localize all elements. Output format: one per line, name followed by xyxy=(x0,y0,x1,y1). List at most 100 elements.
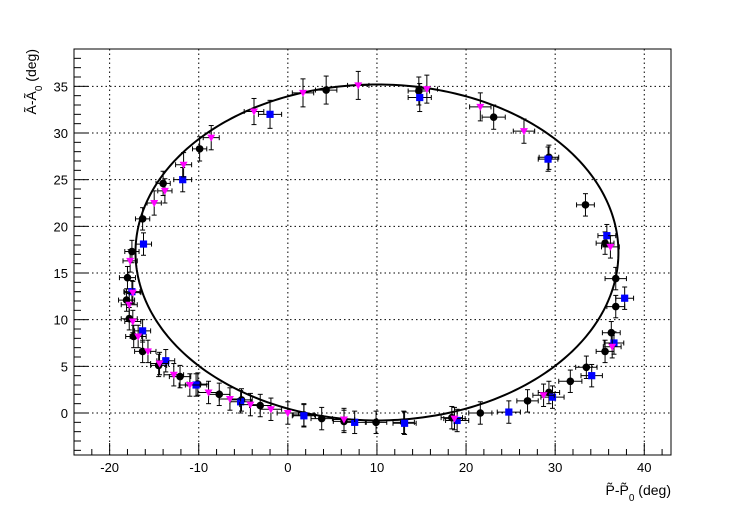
data-point-triangle-down xyxy=(469,92,492,122)
square-marker xyxy=(179,176,187,184)
triangle-marker xyxy=(422,86,431,94)
y-tick-label: 20 xyxy=(54,219,68,234)
data-point-circle xyxy=(595,339,615,364)
data-point-triangle-down xyxy=(259,397,283,421)
square-marker xyxy=(544,155,552,163)
data-point-circle xyxy=(576,193,595,217)
data-point-square xyxy=(342,410,367,435)
data-point-triangle-down xyxy=(175,152,193,178)
triangle-marker xyxy=(606,243,615,251)
triangle-marker xyxy=(246,401,255,409)
triangle-marker xyxy=(519,128,528,136)
grid-lines xyxy=(74,49,671,455)
data-point-circle xyxy=(516,389,539,413)
circle-marker xyxy=(159,179,167,188)
y-tick-label: 10 xyxy=(54,313,68,328)
triangle-marker xyxy=(160,187,169,195)
data-point-square xyxy=(615,286,635,310)
data-point-triangle-down xyxy=(122,249,138,273)
circle-marker xyxy=(176,372,184,381)
triangle-marker xyxy=(207,134,216,142)
y-axis-title: Ã-Ã0 (deg) xyxy=(23,49,45,114)
data-point-square xyxy=(496,400,521,424)
data-point-circle xyxy=(192,136,208,162)
data-point-triangle-down xyxy=(291,78,315,108)
data-point-triangle-down xyxy=(124,280,142,305)
triangle-marker xyxy=(225,396,234,403)
square-marker xyxy=(400,419,409,427)
square-marker xyxy=(351,418,359,426)
data-point-triangle-down xyxy=(139,339,157,364)
circle-marker xyxy=(582,363,591,372)
x-axis-title: P̃-P̃0 (deg) xyxy=(606,482,671,504)
data-point-triangle-down xyxy=(332,407,356,432)
data-point-triangle-down xyxy=(124,309,142,334)
data-point-triangle-down xyxy=(243,97,265,126)
square-marker xyxy=(162,357,170,365)
circle-marker xyxy=(123,273,132,282)
triangle-marker xyxy=(150,200,159,207)
square-marker xyxy=(237,398,245,406)
y-tick-label: 5 xyxy=(61,359,68,374)
data-point-triangle-down xyxy=(532,383,555,407)
data-point-square xyxy=(173,167,193,193)
circle-marker xyxy=(256,401,265,410)
data-points-layer xyxy=(118,70,635,435)
y-tick-label: 30 xyxy=(54,126,68,141)
triangle-marker xyxy=(266,406,275,414)
triangle-marker xyxy=(450,415,459,423)
data-point-triangle-down xyxy=(218,387,242,411)
triangle-marker xyxy=(143,348,152,356)
square-marker xyxy=(139,327,147,335)
triangle-marker xyxy=(185,382,194,389)
data-point-triangle-down xyxy=(443,406,466,431)
circle-marker xyxy=(128,247,136,256)
x-tick-label: 0 xyxy=(284,460,291,475)
data-point-circle xyxy=(558,369,583,393)
plot-frame xyxy=(73,48,672,456)
x-tick-label: 20 xyxy=(459,460,473,475)
data-point-triangle-down xyxy=(129,324,147,349)
data-point-circle xyxy=(118,265,136,290)
data-point-triangle-down xyxy=(146,190,162,216)
square-marker xyxy=(453,416,461,425)
triangle-marker xyxy=(126,257,135,265)
data-point-square xyxy=(407,83,432,113)
square-marker xyxy=(610,339,618,347)
data-point-square xyxy=(392,411,417,435)
data-point-circle xyxy=(468,401,493,425)
data-point-square xyxy=(156,349,176,373)
y-tick-label: 15 xyxy=(54,266,68,281)
triangle-marker xyxy=(476,103,485,111)
data-point-triangle-down xyxy=(163,363,185,387)
square-marker xyxy=(548,393,557,401)
square-marker xyxy=(266,110,274,118)
circle-marker xyxy=(611,274,620,283)
data-point-triangle-down xyxy=(600,235,620,259)
triangle-marker xyxy=(339,416,348,424)
triangle-marker xyxy=(155,360,164,368)
circle-marker xyxy=(601,347,609,356)
data-point-circle xyxy=(310,406,333,431)
square-marker xyxy=(416,93,424,102)
data-point-triangle-down xyxy=(415,74,439,104)
triangle-marker xyxy=(179,161,188,169)
y-tick-label: 25 xyxy=(54,173,68,188)
circle-marker xyxy=(489,113,498,121)
data-point-triangle-down xyxy=(347,70,370,100)
square-marker xyxy=(603,232,611,240)
data-point-triangle-down xyxy=(202,125,220,151)
data-point-circle xyxy=(364,410,388,435)
triangle-marker xyxy=(134,333,143,341)
circle-marker xyxy=(476,409,485,417)
x-tick-label: -10 xyxy=(189,460,208,475)
square-marker xyxy=(139,240,148,248)
square-marker xyxy=(621,294,629,302)
circle-marker xyxy=(372,418,380,427)
data-point-circle xyxy=(575,355,598,379)
triangle-marker xyxy=(298,89,307,97)
circle-marker xyxy=(138,215,147,223)
data-point-triangle-down xyxy=(512,118,536,144)
triangle-marker xyxy=(128,289,137,297)
